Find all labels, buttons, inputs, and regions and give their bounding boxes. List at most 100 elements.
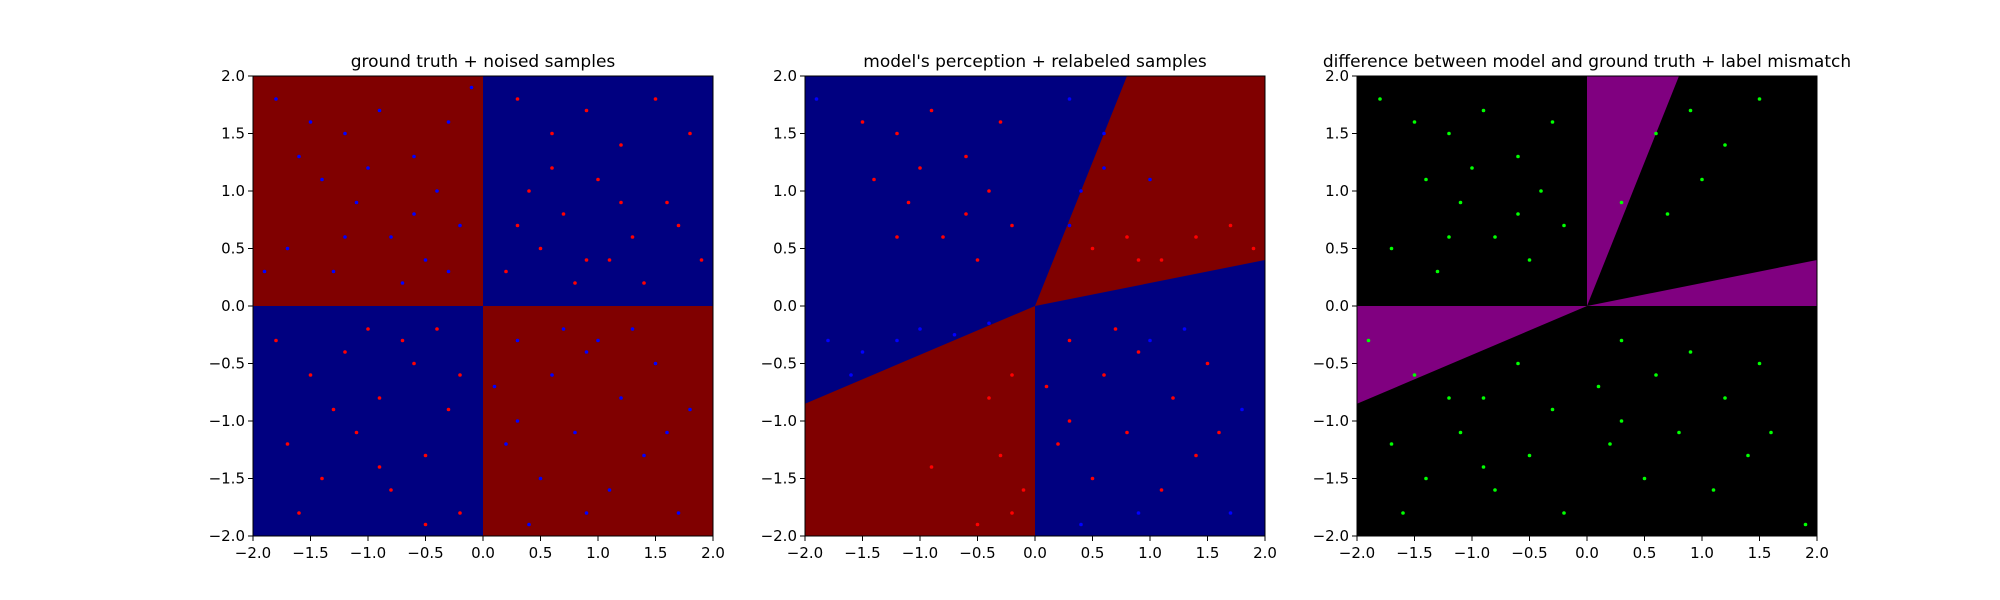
y-tick-label: −1.0	[209, 412, 245, 430]
point-s1-13	[964, 212, 968, 216]
region-4	[483, 306, 713, 536]
point-s2-30	[320, 476, 324, 481]
point-s1-14	[331, 269, 336, 274]
point-s1-24	[1194, 453, 1198, 458]
point-s1-19	[1688, 108, 1693, 113]
point-s1-35	[1596, 384, 1601, 389]
point-s1-32	[607, 488, 612, 492]
point-s1-47	[1527, 453, 1532, 458]
point-s1-16	[446, 269, 451, 274]
point-s1-9	[389, 235, 393, 239]
scatter-points	[262, 85, 704, 527]
point-s1-37	[987, 396, 991, 400]
point-s1-36	[561, 327, 566, 331]
point-s1-33	[1711, 488, 1716, 492]
y-tick-label: 2.0	[1325, 67, 1349, 85]
point-s1-49	[1401, 511, 1405, 515]
point-s2-14	[538, 246, 543, 251]
point-s1-23	[1700, 177, 1704, 182]
y-tick-label: 0.0	[1325, 297, 1349, 315]
point-s2-4	[619, 143, 623, 147]
point-s2-39	[331, 407, 336, 412]
point-s2-21	[619, 200, 623, 205]
point-s1-3	[1447, 131, 1451, 136]
point-s1-20	[1723, 143, 1727, 147]
point-s1-42	[515, 419, 520, 423]
region-2	[805, 306, 1035, 536]
point-s2-6	[688, 131, 692, 136]
point-s1-28	[1067, 419, 1072, 423]
point-s1-8	[423, 258, 428, 262]
point-s1-30	[1608, 442, 1612, 446]
point-s1-15	[1470, 166, 1474, 170]
point-s1-11	[987, 189, 991, 193]
x-tick-label: 0.0	[471, 544, 495, 562]
point-s1-1	[1378, 97, 1382, 101]
point-s1-8	[1527, 258, 1532, 262]
y-tick-label: −1.0	[761, 412, 797, 430]
x-tick-label: 1.0	[1138, 544, 1162, 562]
point-s1-43	[1389, 442, 1394, 446]
point-s2-32	[389, 488, 393, 492]
background-regions	[805, 76, 1265, 536]
point-s1-4	[377, 108, 382, 113]
point-s2-18	[676, 223, 681, 228]
y-tick-label: −0.5	[1313, 355, 1349, 373]
point-s2-31	[354, 430, 359, 435]
background-regions	[253, 76, 713, 536]
point-s2-10	[630, 235, 635, 239]
point-s2-11	[1148, 177, 1152, 182]
x-tick-label: −1.5	[292, 544, 328, 562]
point-s2-35	[297, 511, 301, 515]
point-s1-35	[1251, 246, 1256, 251]
plots-root: −2.0 −1.5 −1.0 −0.5 0.0 0.5 1.0 1.5 2.0 −2.0 −1.5 −…	[209, 52, 1852, 562]
point-s1-26	[1044, 384, 1049, 389]
point-s1-29	[1090, 246, 1095, 251]
point-s2-1	[826, 338, 830, 343]
y-tick-label: −1.5	[209, 470, 245, 488]
point-s2-17	[642, 281, 646, 285]
point-s2-3	[895, 338, 899, 343]
x-tick-label: 1.5	[1196, 544, 1220, 562]
point-s1-2	[895, 131, 899, 136]
point-s1-38	[1412, 373, 1417, 377]
point-s1-50	[1481, 465, 1486, 469]
point-s1-9	[1493, 235, 1497, 239]
point-s2-28	[446, 407, 451, 412]
x-tick-label: 0.0	[1575, 544, 1599, 562]
point-s1-3	[929, 108, 934, 113]
y-tick-label: −1.5	[761, 470, 797, 488]
scatter-points	[814, 97, 1256, 527]
y-tick-label: −0.5	[209, 355, 245, 373]
point-s1-16	[1516, 212, 1520, 216]
point-s1-15	[400, 281, 405, 285]
point-s1-11	[1424, 177, 1428, 182]
point-s1-39	[1021, 488, 1026, 492]
point-s2-5	[952, 332, 957, 337]
point-s1-12	[285, 246, 290, 251]
point-s2-1	[515, 97, 520, 101]
point-s2-9	[596, 177, 600, 182]
scatter-points	[1366, 97, 1808, 527]
point-s1-33	[1228, 223, 1233, 228]
point-s2-29	[285, 442, 290, 446]
point-s1-7	[975, 258, 980, 262]
point-s1-22	[343, 235, 347, 239]
point-s2-12	[699, 258, 704, 262]
point-s1-6	[1550, 120, 1555, 124]
y-tick-label: 1.5	[773, 125, 797, 143]
y-tick-label: −2.0	[209, 527, 245, 545]
point-s1-21	[1090, 476, 1095, 481]
subplot-title: ground truth + noised samples	[351, 52, 616, 72]
y-tick-label: −2.0	[1313, 527, 1349, 545]
point-s1-27	[1688, 350, 1693, 354]
x-tick-label: −1.0	[902, 544, 938, 562]
point-s1-7	[1562, 223, 1566, 228]
x-tick-label: 0.0	[1023, 544, 1047, 562]
x-tick-label: 1.0	[586, 544, 610, 562]
x-tick-label: 2.0	[1253, 544, 1277, 562]
point-s1-13	[1435, 269, 1440, 274]
point-s1-25	[1113, 327, 1118, 331]
point-s2-14	[1102, 166, 1106, 170]
